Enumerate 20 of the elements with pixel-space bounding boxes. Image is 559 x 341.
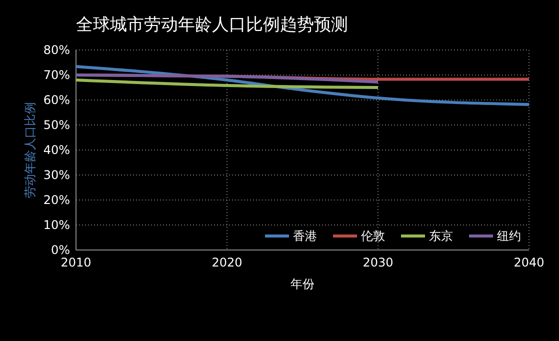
x-tick-label: 2010: [60, 256, 92, 270]
x-tick-label: 2030: [362, 256, 394, 270]
y-tick-label: 60%: [43, 92, 70, 107]
y-tick-label: 50%: [43, 118, 70, 132]
legend-label: 纽约: [497, 229, 521, 243]
legend-label: 东京: [429, 229, 453, 243]
y-tick-label: 80%: [43, 42, 70, 57]
legend-label: 伦敦: [361, 229, 385, 243]
x-axis-title: 年份: [290, 277, 314, 291]
y-axis-title: 劳动年龄人口比例: [23, 102, 37, 198]
chart-title: 全球城市劳动年龄人口比例趋势预测: [76, 15, 348, 35]
x-tick-label: 2040: [514, 256, 544, 270]
y-tick-label: 70%: [43, 68, 70, 82]
y-tick-label: 20%: [43, 192, 70, 207]
y-tick-label: 30%: [43, 168, 70, 182]
y-tick-label: 10%: [43, 218, 70, 232]
y-tick-label: 0%: [50, 242, 70, 257]
y-tick-label: 40%: [43, 142, 70, 157]
legend-label: 香港: [293, 229, 317, 243]
x-tick-label: 2020: [212, 256, 242, 270]
